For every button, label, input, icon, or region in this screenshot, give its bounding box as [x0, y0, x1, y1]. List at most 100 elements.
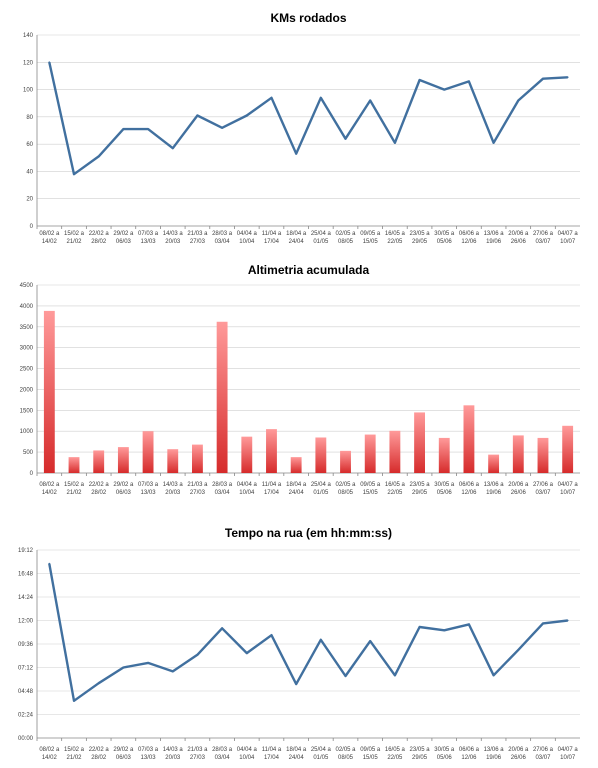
bar	[340, 450, 351, 473]
x-tick-line1: 25/04 a	[311, 747, 332, 753]
x-tick-label: 04/04 a 10/04	[237, 482, 258, 496]
data-point	[418, 626, 421, 628]
data-point	[468, 623, 470, 626]
x-tick-line1: 09/05 a	[360, 482, 381, 488]
x-tick-label: 06/06 a 12/06	[459, 482, 480, 496]
x-tick-line2: 14/02	[42, 755, 58, 761]
x-tick-label: 29/02 a 06/03	[113, 747, 134, 761]
y-tick-label: 00:00	[18, 736, 34, 742]
x-tick-label: 13/06 a 19/06	[484, 482, 505, 496]
x-tick-label: 20/06 a 26/06	[508, 747, 529, 761]
data-point	[171, 670, 174, 673]
y-tick-label: 120	[23, 60, 34, 66]
x-tick-label: 25/04 a 01/05	[311, 482, 332, 496]
data-point	[147, 662, 149, 664]
data-point	[73, 699, 75, 702]
x-tick-label: 08/02 a 14/02	[39, 231, 60, 245]
x-tick-line1: 11/04 a	[262, 482, 282, 488]
chart-title: Altimetria acumulada	[248, 263, 370, 277]
x-tick-line2: 08/05	[338, 490, 354, 496]
data-point	[221, 627, 224, 630]
x-tick-line2: 14/02	[42, 239, 58, 245]
x-tick-line2: 08/05	[338, 239, 354, 245]
x-tick-label: 18/04 a 24/04	[286, 231, 307, 245]
x-tick-line1: 27/06 a	[533, 747, 554, 753]
x-tick-line1: 06/06 a	[459, 482, 480, 488]
y-tick-label: 07:12	[18, 666, 34, 672]
x-tick-line1: 29/02 a	[113, 482, 134, 488]
x-tick-label: 04/04 a 10/04	[237, 747, 258, 761]
y-tick-label: 02:24	[18, 713, 34, 719]
x-tick-line2: 28/02	[91, 239, 107, 245]
x-tick-line2: 22/05	[387, 239, 403, 245]
x-tick-line2: 01/05	[313, 490, 329, 496]
bar	[241, 436, 253, 473]
y-tick-label: 4000	[20, 304, 34, 310]
y-tick-label: 09:36	[18, 642, 34, 648]
y-tick-label: 16:48	[18, 572, 34, 578]
bar	[117, 447, 129, 473]
data-point	[443, 88, 446, 91]
data-point	[344, 137, 347, 140]
x-tick-label: 16/05 a 22/05	[385, 747, 406, 761]
x-tick-label: 21/03 a 27/03	[187, 482, 208, 496]
x-tick-line1: 15/02 a	[64, 231, 85, 237]
y-tick-label: 60	[26, 142, 33, 148]
x-tick-line2: 10/04	[239, 490, 255, 496]
x-tick-line1: 16/05 a	[385, 231, 406, 237]
x-tick-line1: 06/06 a	[459, 747, 480, 753]
series-line	[48, 563, 568, 703]
x-tick-label: 07/03 a 13/03	[138, 231, 159, 245]
x-tick-line2: 12/06	[461, 755, 477, 761]
data-point	[393, 141, 396, 144]
x-tick-line2: 17/04	[264, 490, 280, 496]
x-tick-line1: 13/06 a	[484, 747, 505, 753]
x-tick-line1: 18/04 a	[286, 231, 307, 237]
x-tick-line1: 27/06 a	[533, 231, 554, 237]
x-tick-label: 22/02 a 28/02	[89, 747, 110, 761]
bar	[488, 454, 500, 473]
x-tick-line2: 19/06	[486, 490, 502, 496]
x-tick-line1: 11/04 a	[262, 747, 282, 753]
y-tick-label: 2000	[20, 387, 34, 393]
x-tick-line1: 02/05 a	[336, 231, 357, 237]
x-tick-label: 14/03 a 20/03	[163, 231, 184, 245]
y-tick-label: 12:00	[18, 619, 34, 625]
x-tick-label: 04/07 a 10/07	[558, 482, 579, 496]
x-tick-line2: 14/02	[42, 490, 58, 496]
data-point	[344, 675, 347, 677]
x-tick-line1: 28/03 a	[212, 482, 233, 488]
x-tick-label: 30/05 a 05/06	[434, 747, 455, 761]
x-tick-line1: 16/05 a	[385, 747, 406, 753]
x-tick-label: 23/05 a 29/05	[410, 231, 431, 245]
x-tick-line1: 18/04 a	[286, 747, 307, 753]
x-tick-label: 02/05 a 08/05	[336, 482, 357, 496]
y-tick-label: 0	[30, 471, 34, 477]
x-tick-line2: 10/07	[560, 239, 576, 245]
y-tick-label: 500	[23, 450, 34, 456]
x-tick-line2: 27/03	[190, 755, 206, 761]
x-tick-label: 08/02 a 14/02	[39, 482, 60, 496]
bar	[414, 412, 425, 473]
x-tick-label: 04/07 a 10/07	[558, 231, 579, 245]
x-tick-line2: 10/07	[560, 755, 576, 761]
x-tick-line2: 17/04	[264, 239, 280, 245]
y-tick-label: 80	[26, 115, 33, 121]
x-tick-label: 30/05 a 05/06	[434, 231, 455, 245]
x-tick-line2: 05/06	[437, 239, 453, 245]
x-tick-line1: 23/05 a	[410, 747, 431, 753]
data-point	[369, 640, 372, 642]
y-tick-label: 100	[23, 88, 34, 94]
x-tick-line2: 01/05	[313, 239, 329, 245]
x-tick-line2: 03/04	[215, 239, 231, 245]
x-tick-line2: 27/03	[190, 239, 206, 245]
x-tick-label: 20/06 a 26/06	[508, 231, 529, 245]
data-point	[393, 674, 396, 677]
x-tick-line2: 15/05	[363, 755, 379, 761]
bar	[142, 431, 154, 473]
x-tick-line2: 28/02	[91, 490, 107, 496]
data-point	[295, 152, 298, 155]
x-tick-line1: 16/05 a	[385, 482, 406, 488]
x-tick-line1: 09/05 a	[360, 747, 381, 753]
bar	[562, 425, 574, 473]
